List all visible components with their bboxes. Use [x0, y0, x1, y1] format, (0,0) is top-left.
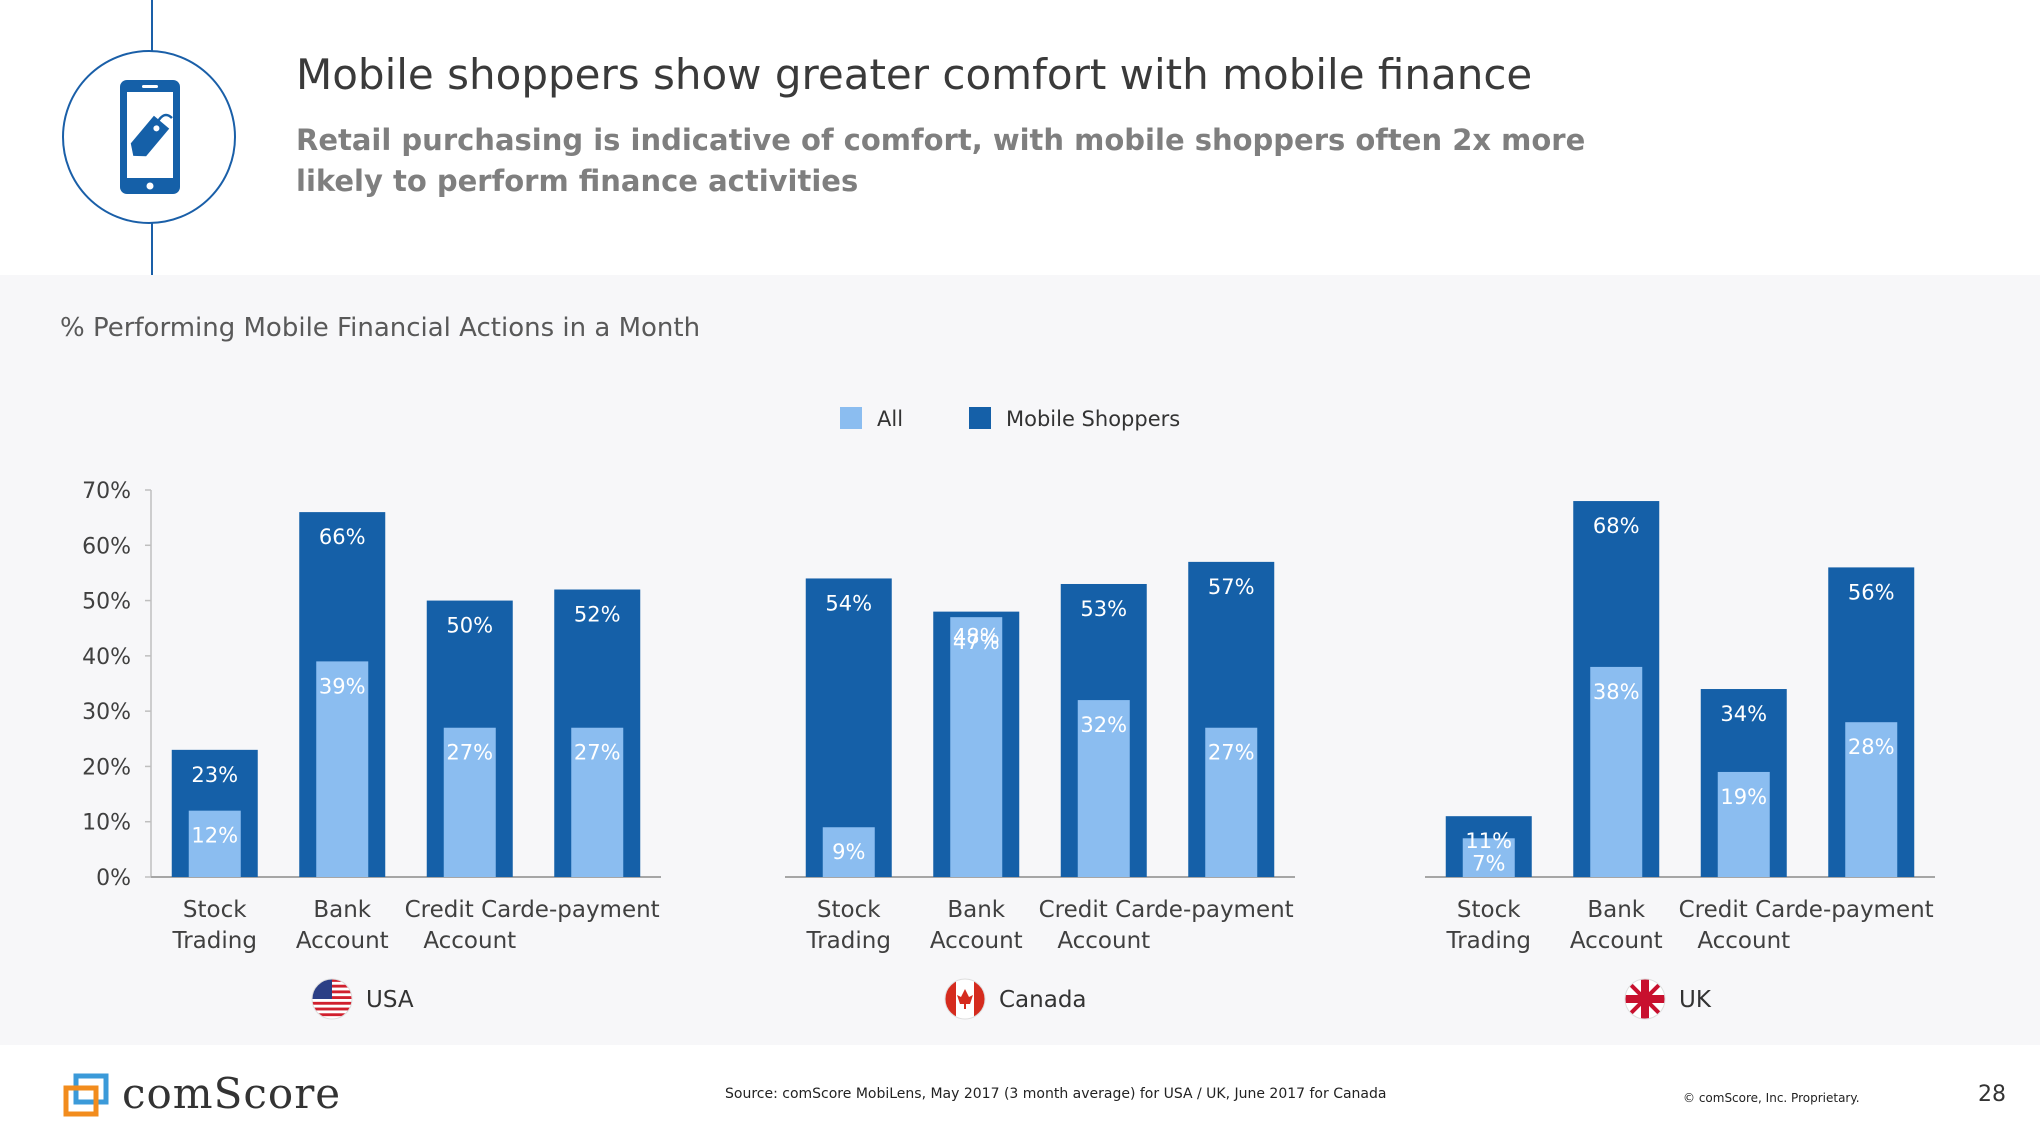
legend-mobile-shoppers-label: Mobile Shoppers — [1006, 407, 1180, 431]
data-label-all: 7% — [1472, 851, 1505, 875]
legend-all-swatch — [840, 407, 862, 429]
data-label-mobile-shoppers: 48% — [953, 625, 1000, 649]
data-label-mobile-shoppers: 23% — [191, 763, 238, 787]
uk-flag-icon — [1625, 979, 1665, 1019]
data-label-mobile-shoppers: 54% — [825, 591, 872, 615]
x-tick-label: Account — [930, 928, 1023, 954]
bar-all — [822, 827, 875, 877]
y-tick-label: 30% — [82, 700, 131, 725]
x-tick-label: Stock — [1457, 897, 1521, 923]
bar-all — [188, 810, 241, 877]
usa-flag-icon-border — [311, 978, 353, 1020]
mobile-shopping-tag-icon — [62, 50, 236, 224]
country-label-usa: USA — [366, 987, 414, 1013]
x-tick-label: Account — [423, 928, 516, 954]
country-label-canada: Canada — [999, 987, 1087, 1013]
x-tick-label: Trading — [172, 928, 257, 954]
y-tick-label: 70% — [82, 479, 131, 504]
x-tick-label: Credit Card — [1039, 897, 1169, 923]
data-label-all: 12% — [191, 824, 238, 848]
timeline-line-bottom — [151, 222, 153, 275]
x-tick-label: Stock — [183, 897, 247, 923]
page-number: 28 — [1978, 1082, 2006, 1107]
data-label-all: 27% — [446, 741, 493, 765]
page-title: Mobile shoppers show greater comfort wit… — [296, 50, 1533, 99]
chart-title: % Performing Mobile Financial Actions in… — [60, 313, 701, 343]
data-label-all: 39% — [319, 674, 366, 698]
data-label-mobile-shoppers: 57% — [1208, 575, 1255, 599]
bar-all — [1462, 838, 1515, 877]
x-tick-label: Credit Card — [405, 897, 535, 923]
comscore-logo-icon — [63, 1073, 109, 1117]
source-note: Source: comScore MobiLens, May 2017 (3 m… — [725, 1086, 1387, 1102]
x-tick-label: e-payment — [535, 897, 660, 923]
brand-name: comScore — [122, 1069, 342, 1118]
bar-all — [571, 727, 624, 877]
bar-all — [1717, 771, 1770, 877]
country-label-uk: UK — [1679, 987, 1712, 1013]
data-label-mobile-shoppers: 52% — [574, 603, 621, 627]
data-label-mobile-shoppers: 50% — [446, 614, 493, 638]
x-tick-label: Account — [1057, 928, 1150, 954]
y-tick-label: 50% — [82, 590, 131, 615]
x-tick-label: e-payment — [1809, 897, 1934, 923]
bar-all — [1590, 666, 1643, 877]
data-label-mobile-shoppers: 56% — [1848, 580, 1895, 604]
y-tick-label: 0% — [96, 866, 131, 891]
copyright: © comScore, Inc. Proprietary. — [1683, 1091, 1860, 1105]
data-label-all: 28% — [1848, 735, 1895, 759]
data-label-mobile-shoppers: 34% — [1720, 702, 1767, 726]
data-label-mobile-shoppers: 11% — [1465, 829, 1512, 853]
canada-flag-icon — [945, 979, 985, 1019]
legend-mobile-shoppers-swatch — [969, 407, 991, 429]
x-tick-label: Account — [1697, 928, 1790, 954]
page-subtitle: Retail purchasing is indicative of comfo… — [296, 123, 1586, 198]
data-label-mobile-shoppers: 66% — [319, 525, 366, 549]
data-label-all: 9% — [832, 840, 865, 864]
y-tick-label: 60% — [82, 534, 131, 559]
header: Mobile shoppers show greater comfort wit… — [0, 0, 2040, 275]
data-label-all: 27% — [574, 741, 621, 765]
x-tick-label: Bank — [1587, 897, 1645, 923]
x-tick-label: Account — [296, 928, 389, 954]
bar-all — [443, 727, 496, 877]
data-label-all: 32% — [1080, 713, 1127, 737]
x-tick-label: Bank — [947, 897, 1005, 923]
data-label-mobile-shoppers: 68% — [1593, 514, 1640, 538]
x-tick-label: Trading — [806, 928, 891, 954]
y-tick-label: 10% — [82, 811, 131, 836]
data-label-all: 19% — [1720, 785, 1767, 809]
x-tick-label: e-payment — [1169, 897, 1294, 923]
timeline-line-top — [151, 0, 153, 52]
y-tick-label: 20% — [82, 755, 131, 780]
uk-flag-icon-border — [1624, 978, 1666, 1020]
data-label-all: 47% — [953, 630, 1000, 654]
bar-all — [1845, 722, 1898, 877]
x-tick-label: Stock — [817, 897, 881, 923]
data-label-all: 27% — [1208, 741, 1255, 765]
bar-all — [1205, 727, 1258, 877]
data-label-mobile-shoppers: 53% — [1080, 597, 1127, 621]
data-label-all: 38% — [1593, 680, 1640, 704]
x-tick-label: Bank — [313, 897, 371, 923]
bar-all — [950, 617, 1003, 877]
x-tick-label: Credit Card — [1679, 897, 1809, 923]
legend-all-label: All — [877, 407, 903, 431]
canada-flag-icon-border — [944, 978, 986, 1020]
bar-all — [1077, 700, 1130, 877]
x-tick-label: Trading — [1446, 928, 1531, 954]
y-tick-label: 40% — [82, 645, 131, 670]
x-tick-label: Account — [1570, 928, 1663, 954]
bar-all — [316, 661, 369, 877]
